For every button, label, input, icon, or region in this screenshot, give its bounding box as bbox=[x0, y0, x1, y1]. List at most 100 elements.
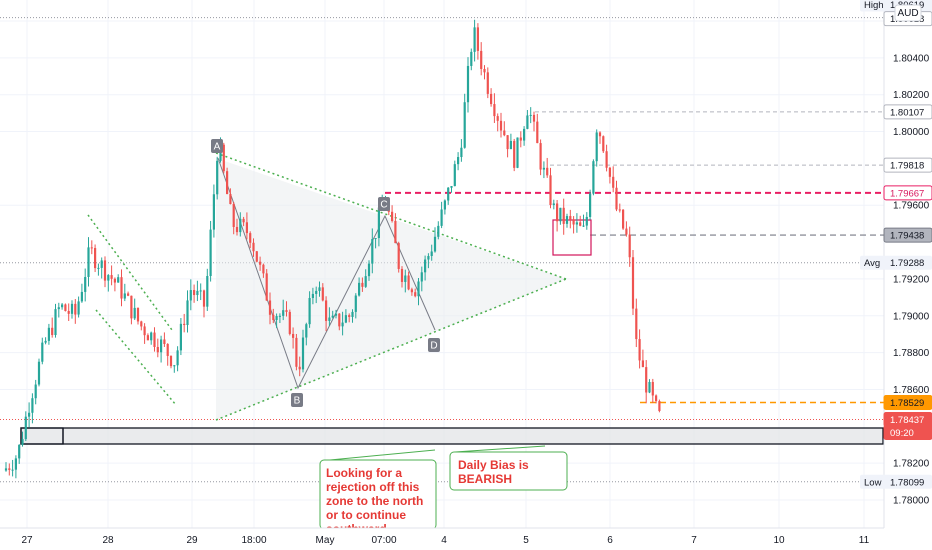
price-tick-label: 1.80200 bbox=[893, 90, 930, 101]
price-tag-label: Low bbox=[864, 477, 882, 488]
price-tick-label: 1.79600 bbox=[893, 201, 930, 212]
candle-body bbox=[295, 337, 298, 367]
candle-body bbox=[618, 209, 621, 211]
candle-body bbox=[120, 277, 123, 299]
callout-box-2 bbox=[449, 451, 568, 491]
candle-body bbox=[559, 207, 562, 222]
candle-body bbox=[193, 290, 196, 296]
candle-body bbox=[133, 307, 136, 319]
candle-body bbox=[150, 332, 153, 341]
candle-body bbox=[341, 322, 344, 327]
candle-body bbox=[476, 27, 479, 51]
candle-body bbox=[80, 291, 83, 302]
candle-body bbox=[166, 344, 169, 356]
candle-body bbox=[575, 222, 578, 225]
candle-body bbox=[57, 307, 60, 310]
price-axis[interactable]: 1.806001.804001.802001.800001.796001.792… bbox=[860, 0, 932, 528]
candle-body bbox=[232, 204, 235, 227]
candle-body bbox=[77, 301, 80, 315]
candle-body bbox=[74, 303, 77, 315]
candle-body bbox=[433, 236, 437, 252]
candle-body bbox=[239, 218, 242, 233]
candle-body bbox=[331, 315, 334, 318]
price-tag-value: 1.79438 bbox=[890, 231, 924, 242]
price-tag-value: 1.80107 bbox=[890, 107, 924, 118]
candle-body bbox=[292, 333, 295, 338]
candle-body bbox=[117, 277, 120, 283]
channel-lower-line bbox=[95, 309, 177, 406]
candle-body bbox=[595, 132, 598, 162]
price-tag-value: 1.79667 bbox=[890, 188, 924, 199]
time-axis-background bbox=[0, 528, 932, 550]
candlesticks bbox=[4, 19, 661, 479]
candle-body bbox=[31, 398, 34, 413]
candle-body bbox=[394, 220, 397, 244]
candle-body bbox=[635, 308, 638, 340]
candle-body bbox=[196, 290, 199, 296]
candle-body bbox=[61, 304, 64, 308]
time-tick-label: 6 bbox=[607, 535, 613, 546]
time-tick-label: 29 bbox=[186, 535, 198, 546]
candle-body bbox=[519, 137, 522, 141]
currency-badge[interactable] bbox=[894, 4, 922, 22]
candle-body bbox=[420, 272, 423, 282]
candle-body bbox=[361, 282, 364, 287]
candle-body bbox=[354, 295, 357, 312]
candle-body bbox=[622, 209, 625, 229]
candle-body bbox=[278, 315, 281, 317]
candle-body bbox=[582, 225, 585, 227]
candle-body bbox=[255, 251, 258, 262]
candle-body bbox=[288, 311, 291, 334]
candle-body bbox=[90, 247, 93, 249]
candle-body bbox=[608, 167, 611, 177]
time-axis[interactable]: 27 28 29 18:00 May 07:00 4 5 6 7 10 11 bbox=[0, 527, 932, 550]
candle-body bbox=[430, 251, 433, 256]
candle-body bbox=[163, 339, 166, 345]
candle-body bbox=[325, 300, 328, 321]
candle-body bbox=[589, 193, 592, 217]
price-tag-value: 1.78099 bbox=[890, 477, 924, 488]
candle-body bbox=[206, 276, 209, 307]
candle-body bbox=[605, 151, 608, 168]
candle-body bbox=[282, 310, 285, 316]
candle-body bbox=[100, 260, 103, 268]
candle-body bbox=[539, 143, 542, 170]
price-tag-box bbox=[883, 424, 932, 440]
currency-label[interactable]: AUD bbox=[897, 8, 918, 19]
demand-zone-divider-box bbox=[20, 427, 64, 445]
candle-body bbox=[367, 263, 371, 277]
candle-body bbox=[226, 171, 229, 195]
pattern-point-badge bbox=[291, 393, 303, 407]
candle-body bbox=[37, 361, 41, 385]
price-tag-box bbox=[883, 157, 932, 173]
price-tick-label: 1.78000 bbox=[893, 496, 930, 507]
candle-body bbox=[460, 147, 463, 158]
candle-body bbox=[136, 307, 140, 322]
price-tick-label: 1.79000 bbox=[893, 311, 930, 322]
candle-body bbox=[499, 120, 503, 131]
candle-body bbox=[463, 102, 466, 148]
candle-body bbox=[173, 365, 176, 367]
candle-body bbox=[473, 27, 476, 52]
candle-body bbox=[516, 137, 519, 168]
candle-body bbox=[14, 458, 17, 470]
candle-body bbox=[311, 293, 314, 298]
candle-body bbox=[483, 68, 486, 73]
candle-body bbox=[585, 216, 588, 226]
candle-body bbox=[612, 176, 615, 188]
candle-body bbox=[153, 332, 156, 347]
candle-body bbox=[186, 300, 189, 326]
callout-text-2: Daily Bias is BEARISH bbox=[458, 458, 532, 486]
time-tick-label: 5 bbox=[523, 535, 529, 546]
price-tag-label: Avg bbox=[864, 258, 880, 269]
candle-body bbox=[572, 219, 575, 225]
candle-body bbox=[579, 222, 582, 226]
candle-body bbox=[44, 340, 47, 343]
candle-body bbox=[513, 140, 516, 168]
candle-body bbox=[183, 323, 186, 326]
candle-body bbox=[397, 243, 400, 269]
candle-body bbox=[364, 276, 367, 287]
price-tag-box bbox=[883, 185, 932, 201]
candle-body bbox=[54, 309, 57, 336]
